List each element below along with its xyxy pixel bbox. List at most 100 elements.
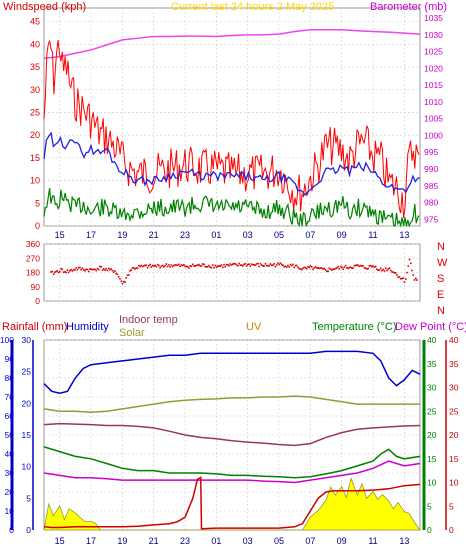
temperature-x-tick-label: 01 [211,536,221,546]
direction-point [143,265,145,267]
direction-point [361,265,363,267]
direction-point [116,273,119,276]
direction-point [319,267,322,269]
direction-point [354,264,357,267]
temperature-y-tick-label: 20 [427,430,437,440]
solar-label: Solar [119,327,145,339]
direction-point [267,265,269,267]
rain-y-tick-label: 5 [26,493,31,503]
direction-point [386,269,388,272]
direction-point [55,270,57,273]
direction-point [408,258,411,261]
direction-point [392,271,394,273]
direction-point [141,265,144,268]
wind-x-tick-label: 21 [149,230,159,240]
indoor-temp-label: Indoor temp [119,314,178,326]
direction-point [166,265,169,268]
barometer-y-tick-label: 1025 [424,47,443,57]
direction-point [305,267,308,270]
temperature-x-tick-label: 21 [149,536,159,546]
direction-point [69,269,71,272]
temperature-y-tick-label: 35 [427,359,437,369]
wind-x-tick-label: 05 [274,230,284,240]
dew-point-line [43,460,421,484]
direction-point [405,278,407,280]
direction-point [205,266,208,268]
compass-letter: N [437,305,445,317]
direction-point [348,266,351,269]
direction-point [295,264,298,267]
direction-point [169,266,171,268]
direction-point [245,265,248,267]
direction-point [131,267,134,269]
direction-point [303,266,305,269]
barometer-y-tick-label: 1020 [424,63,443,73]
direction-point [70,268,72,271]
dew-point-y-tick-label: 20 [449,430,459,440]
direction-y-tick-label: 180 [26,268,40,278]
direction-point [371,266,373,268]
direction-point [288,266,290,268]
temperature-x-tick-label: 15 [55,536,65,546]
direction-point [79,266,81,269]
direction-point [224,265,227,268]
direction-point [383,270,386,272]
direction-point [134,268,136,270]
wind-y-axis-ticks: 0 5 10 15 20 25 30 35 40 45 [30,17,40,231]
direction-point [195,264,198,267]
barometer-y-tick-label: 1005 [424,114,443,124]
direction-point [362,265,364,267]
direction-point [56,270,59,272]
dew-point-y-tick-label: 15 [449,454,459,464]
direction-point [149,263,151,266]
direction-point [227,264,229,266]
direction-point [215,266,218,268]
direction-point [250,263,253,265]
temperature-x-axis-ticks: 15 17 19 21 23 01 03 05 07 09 11 13 [55,536,410,546]
direction-point [188,267,190,269]
direction-point [255,263,258,265]
direction-point [90,268,92,270]
direction-point [144,264,146,266]
direction-point [82,268,85,271]
direction-point [292,263,294,266]
direction-point [263,265,265,267]
direction-point [59,270,61,273]
direction-point [148,265,150,267]
direction-point [312,268,314,271]
chart-title: Current last 24 hours 2 May 2025 [171,1,334,13]
direction-point [353,264,356,267]
barometer-y-tick-label: 1035 [424,13,443,23]
direction-point [191,263,194,266]
direction-point [67,271,70,274]
wind-x-axis-ticks: 15 17 19 21 23 01 03 05 07 09 11 13 [55,230,410,240]
direction-point [415,277,417,280]
direction-point [85,268,87,270]
wind-series [43,29,421,228]
direction-point [164,264,166,267]
direction-gridlines [44,243,420,302]
barometer-y-axis-ticks: 975 980 985 990 995 1000 1005 1010 1015 1020 1025 1… [424,13,443,224]
humidity-y-tick-label: 60 [5,411,15,421]
direction-point [77,266,80,269]
direction-point [398,276,401,278]
direction-point [393,272,396,274]
direction-point [396,274,398,276]
direction-point [326,270,328,273]
direction-point [368,265,371,267]
barometer-y-tick-label: 1010 [424,97,443,107]
direction-point [189,265,191,267]
direction-point [75,267,77,269]
temperature-y-tick-label: 25 [427,406,437,416]
direction-point [364,267,367,270]
direction-point [194,265,196,267]
direction-point [297,266,299,269]
direction-point [294,264,297,267]
temperature-y-tick-label: 5 [427,501,432,511]
direction-point [407,265,410,267]
direction-point [211,264,214,266]
direction-point [389,269,392,272]
direction-point [412,274,415,276]
direction-point [86,268,89,271]
direction-point [199,265,201,267]
